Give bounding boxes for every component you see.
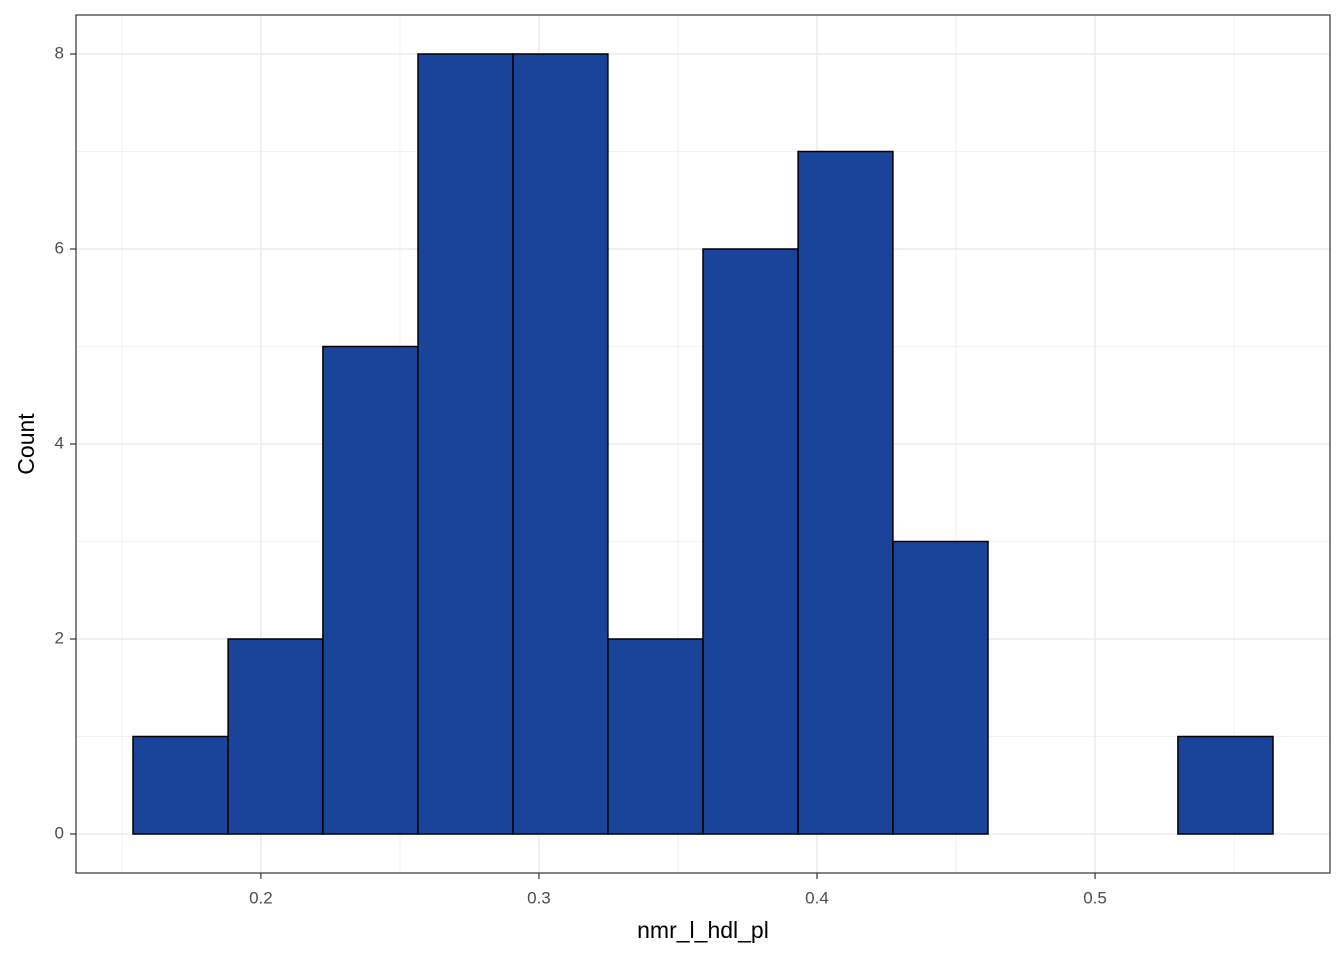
- y-axis-title: Count: [13, 413, 39, 475]
- x-tick-label: 0.5: [1083, 888, 1107, 907]
- x-tick-label: 0.4: [805, 888, 829, 907]
- bar: [797, 150, 894, 835]
- bar: [512, 53, 609, 835]
- y-tick-label: 8: [55, 43, 64, 62]
- panel-border: [75, 14, 1331, 874]
- bar: [417, 53, 514, 835]
- x-tick-label: 0.2: [249, 888, 273, 907]
- bar: [702, 248, 799, 835]
- x-axis-title: nmr_l_hdl_pl: [637, 917, 769, 943]
- bar: [892, 540, 989, 835]
- bar: [1177, 735, 1274, 835]
- bar: [132, 735, 229, 835]
- y-tick-label: 0: [55, 823, 64, 842]
- bar: [322, 345, 419, 835]
- y-tick-label: 2: [55, 628, 64, 647]
- y-tick-label: 6: [55, 238, 64, 257]
- bar: [227, 638, 324, 835]
- bar: [607, 638, 704, 835]
- y-tick-label: 4: [55, 433, 64, 452]
- x-tick-label: 0.3: [527, 888, 551, 907]
